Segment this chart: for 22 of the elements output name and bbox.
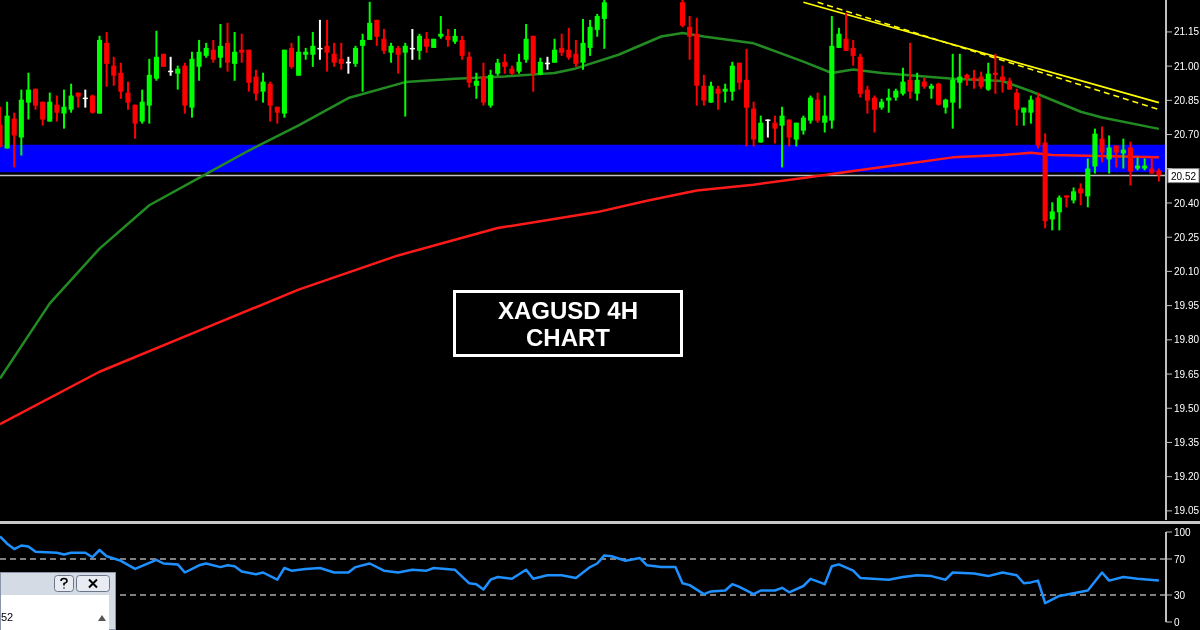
y-tick-label: 19.65 [1174, 368, 1200, 380]
y-tick-label: 19.80 [1174, 334, 1200, 346]
dialog-window: 52 [0, 572, 116, 630]
y-tick-label: 100 [1174, 526, 1192, 538]
y-tick-label: 21.00 [1174, 60, 1200, 72]
y-tick-label: 21.15 [1174, 26, 1200, 38]
y-tick-label: 20.70 [1174, 129, 1200, 141]
ref-line-label: 20.52 [1171, 170, 1197, 182]
y-tick-label: 19.05 [1174, 505, 1200, 517]
y-tick-label: 20.10 [1174, 265, 1200, 277]
y-tick-label: 20.25 [1174, 231, 1200, 243]
y-tick-label: 30 [1174, 589, 1186, 601]
text: XAGUSD 4H CHART [453, 290, 683, 357]
y-tick-label: 19.35 [1174, 437, 1200, 449]
annotation: 52 [1, 611, 14, 623]
y-tick-label: 20.40 [1174, 197, 1200, 209]
y-tick-label: 0 [1174, 616, 1180, 628]
y-tick-label: 19.50 [1174, 402, 1200, 414]
y-tick-label: 19.20 [1174, 471, 1200, 483]
y-tick-label: 70 [1174, 553, 1186, 565]
y-tick-label: 20.85 [1174, 94, 1200, 106]
y-tick-label: 19.95 [1174, 300, 1200, 312]
